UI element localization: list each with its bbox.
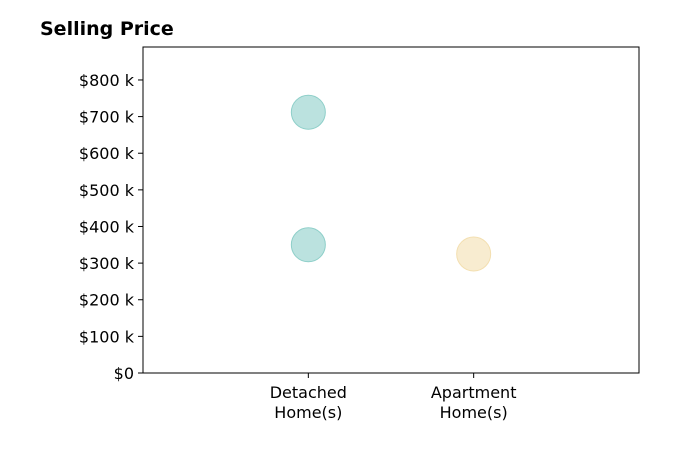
y-tick-label: $800 k bbox=[79, 71, 135, 90]
y-tick-label: $400 k bbox=[79, 217, 135, 236]
x-tick-label-line: Home(s) bbox=[274, 403, 342, 422]
x-tick-label-line: Home(s) bbox=[440, 403, 508, 422]
y-tick-label: $200 k bbox=[79, 291, 135, 310]
x-axis: Detached Home(s)Apartment Home(s) bbox=[270, 373, 517, 422]
x-tick-label-line: Detached bbox=[270, 383, 347, 402]
y-tick-label: $700 k bbox=[79, 108, 135, 127]
y-tick-label: $500 k bbox=[79, 181, 135, 200]
x-tick-label-line: Apartment bbox=[431, 383, 517, 402]
y-tick-label: $0 bbox=[114, 364, 134, 383]
plot-frame bbox=[142, 46, 640, 374]
y-axis: $0 $100 k $200 k $300 k $400 k $500 k $600 k $7… bbox=[79, 71, 143, 383]
y-tick-label: $100 k bbox=[79, 327, 135, 346]
scatter-point bbox=[290, 227, 326, 263]
x-tick-label: Detached Home(s) bbox=[270, 383, 347, 422]
x-tick-label: Apartment Home(s) bbox=[431, 383, 517, 422]
scatter-point bbox=[456, 236, 492, 272]
scatter-point bbox=[290, 94, 326, 130]
y-tick-label: $300 k bbox=[79, 254, 135, 273]
chart-title: Selling Price bbox=[40, 18, 174, 40]
y-tick-label: $600 k bbox=[79, 144, 135, 163]
data-points bbox=[290, 94, 492, 272]
